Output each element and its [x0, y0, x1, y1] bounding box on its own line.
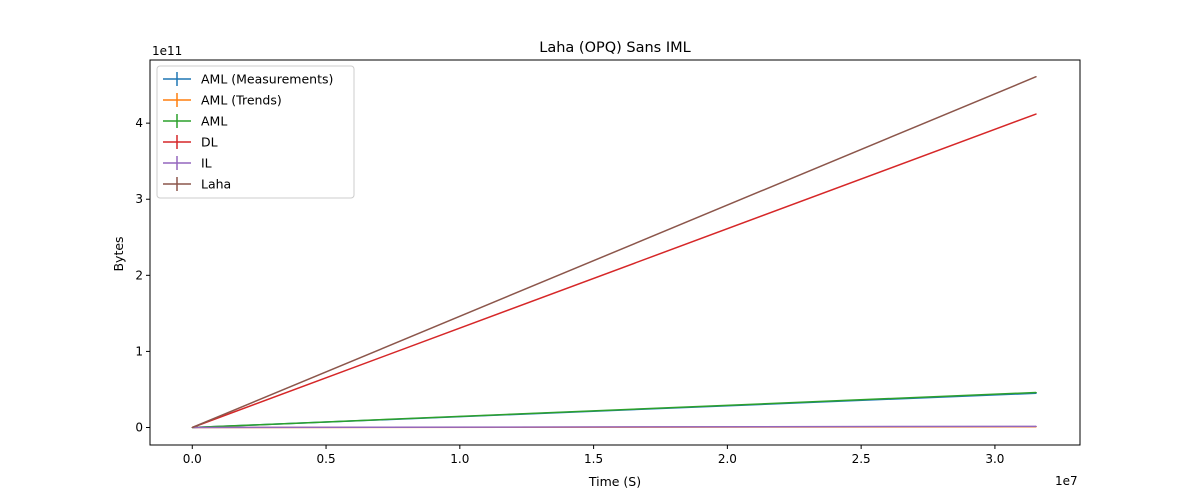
legend: AML (Measurements) AML (Trends) AML DL IL Lah… [156, 65, 355, 199]
legend-entry: Laha [163, 177, 231, 192]
series-aml [191, 391, 1037, 429]
legend-label: Laha [201, 177, 231, 192]
series-layer [191, 76, 1037, 429]
x-tick-label: 3.0 [985, 452, 1004, 466]
x-tick-label: 2.5 [852, 452, 871, 466]
plot-frame [149, 59, 1081, 446]
legend-box [156, 65, 355, 199]
series-line [192, 425, 1037, 429]
series-laha [191, 76, 1037, 429]
x-tick-label: 0.0 [183, 452, 202, 466]
legend-entry: AML [163, 114, 227, 129]
x-ticks: 0.0 0.5 1.0 1.5 2.0 2.5 3.0 [183, 445, 1004, 466]
y-offset-label: 1e11 [152, 44, 182, 58]
legend-label: DL [201, 135, 218, 150]
legend-entry: DL [163, 135, 218, 150]
x-axis-label: Time (S) [588, 474, 641, 489]
legend-entry: AML (Measurements) [163, 72, 333, 87]
x-tick-label: 1.5 [584, 452, 603, 466]
legend-label: AML (Measurements) [201, 72, 333, 87]
y-axis-label: Bytes [111, 236, 126, 271]
x-offset-label: 1e7 [1055, 474, 1078, 488]
y-tick-label: 1 [135, 344, 143, 358]
chart-title: Laha (OPQ) Sans IML [539, 40, 690, 56]
x-tick-label: 1.0 [450, 452, 469, 466]
series-line [192, 113, 1037, 429]
y-tick-label: 3 [135, 192, 143, 206]
legend-label: AML [201, 114, 227, 129]
legend-entry: IL [163, 156, 212, 171]
series-il [191, 425, 1037, 429]
y-ticks: 0 1 2 3 4 [135, 116, 150, 435]
legend-label: AML (Trends) [201, 93, 282, 108]
series-line [192, 391, 1037, 429]
y-tick-label: 2 [135, 268, 143, 282]
legend-entry: AML (Trends) [163, 93, 282, 108]
y-tick-label: 0 [135, 421, 143, 435]
x-tick-label: 0.5 [317, 452, 336, 466]
x-tick-label: 2.0 [718, 452, 737, 466]
series-line [191, 76, 1037, 429]
legend-label: IL [201, 156, 212, 171]
y-tick-label: 4 [135, 116, 143, 130]
